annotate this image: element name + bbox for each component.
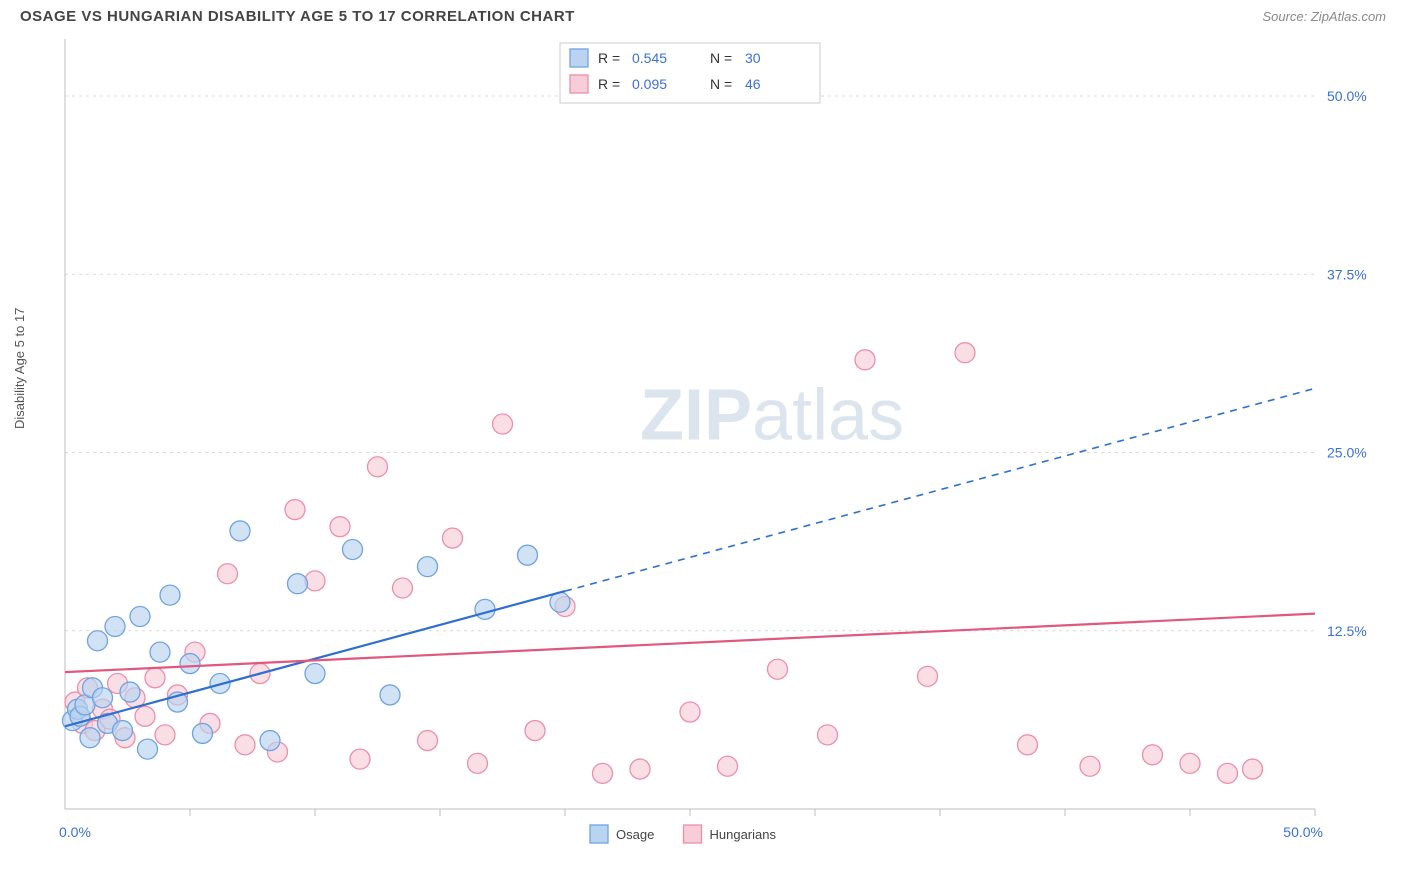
legend-r-value: 0.545: [632, 50, 667, 66]
data-point: [343, 539, 363, 559]
data-point: [525, 721, 545, 741]
data-point: [680, 702, 700, 722]
data-point: [1080, 756, 1100, 776]
data-point: [155, 725, 175, 745]
data-point: [88, 631, 108, 651]
data-point: [1180, 753, 1200, 773]
series-legend-label: Osage: [616, 827, 654, 842]
data-point: [475, 599, 495, 619]
data-point: [160, 585, 180, 605]
data-point: [718, 756, 738, 776]
y-tick-label: 12.5%: [1327, 623, 1367, 639]
data-point: [80, 728, 100, 748]
data-point: [368, 457, 388, 477]
data-point: [350, 749, 370, 769]
data-point: [630, 759, 650, 779]
data-point: [818, 725, 838, 745]
watermark: ZIPatlas: [640, 375, 904, 455]
source-attribution: Source: ZipAtlas.com: [1262, 9, 1386, 24]
data-point: [145, 668, 165, 688]
data-point: [305, 571, 325, 591]
data-point: [138, 739, 158, 759]
legend-n-label: N =: [710, 50, 732, 66]
data-point: [380, 685, 400, 705]
data-point: [468, 753, 488, 773]
data-point: [235, 735, 255, 755]
x-tick-label: 50.0%: [1283, 824, 1323, 840]
legend-n-value: 30: [745, 50, 761, 66]
data-point: [443, 528, 463, 548]
correlation-scatter-chart: 12.5% 25.0% 37.5% 50.0% 0.0% 50.0% ZIPatlas R =…: [20, 29, 1386, 869]
data-point: [1243, 759, 1263, 779]
legend-r-label: R =: [598, 76, 620, 92]
data-point: [493, 414, 513, 434]
data-point: [918, 666, 938, 686]
data-point: [418, 557, 438, 577]
data-point: [120, 682, 140, 702]
data-point: [1218, 763, 1238, 783]
data-point: [955, 343, 975, 363]
data-point: [260, 731, 280, 751]
data-point: [418, 731, 438, 751]
y-tick-label: 50.0%: [1327, 88, 1367, 104]
data-point: [768, 659, 788, 679]
data-point: [330, 517, 350, 537]
data-point: [105, 616, 125, 636]
data-point: [218, 564, 238, 584]
data-point: [518, 545, 538, 565]
data-point: [130, 607, 150, 627]
data-point: [193, 723, 213, 743]
data-point: [1018, 735, 1038, 755]
legend-r-label: R =: [598, 50, 620, 66]
data-point: [150, 642, 170, 662]
trend-line: [65, 614, 1315, 672]
data-point: [180, 654, 200, 674]
legend-swatch: [570, 49, 588, 67]
legend-r-value: 0.095: [632, 76, 667, 92]
series-legend-swatch: [684, 825, 702, 843]
y-tick-label: 37.5%: [1327, 266, 1367, 282]
data-point: [593, 763, 613, 783]
data-point: [1143, 745, 1163, 765]
series-legend-swatch: [590, 825, 608, 843]
legend-n-label: N =: [710, 76, 732, 92]
legend-n-value: 46: [745, 76, 761, 92]
y-axis-label: Disability Age 5 to 17: [12, 308, 27, 429]
data-point: [855, 350, 875, 370]
chart-title: OSAGE VS HUNGARIAN DISABILITY AGE 5 TO 1…: [20, 8, 575, 25]
data-point: [305, 664, 325, 684]
data-point: [393, 578, 413, 598]
y-tick-label: 25.0%: [1327, 445, 1367, 461]
x-tick-label: 0.0%: [59, 824, 91, 840]
data-point: [135, 706, 155, 726]
data-point: [113, 721, 133, 741]
legend-swatch: [570, 75, 588, 93]
series-legend-label: Hungarians: [710, 827, 777, 842]
data-point: [285, 500, 305, 520]
data-point: [288, 574, 308, 594]
data-point: [93, 688, 113, 708]
data-point: [230, 521, 250, 541]
